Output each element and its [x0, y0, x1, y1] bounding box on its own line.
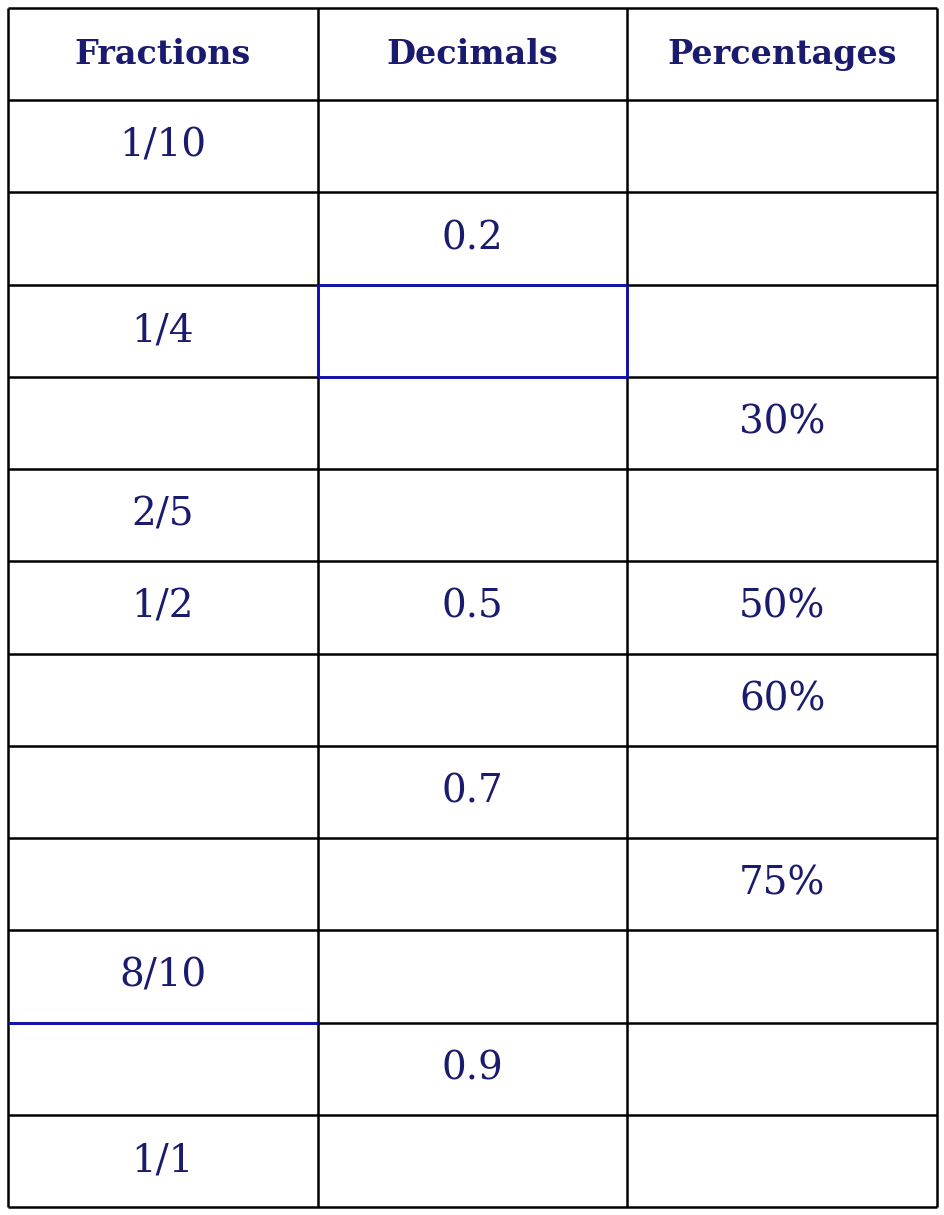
Text: 0.2: 0.2: [441, 220, 503, 258]
Text: 1/1: 1/1: [131, 1142, 194, 1180]
Text: 1/10: 1/10: [119, 128, 206, 165]
Text: Fractions: Fractions: [75, 38, 251, 70]
Text: 60%: 60%: [738, 682, 824, 718]
Text: Decimals: Decimals: [386, 38, 558, 70]
Text: 1/2: 1/2: [131, 589, 194, 626]
Text: 1/4: 1/4: [131, 312, 194, 349]
Text: 30%: 30%: [738, 405, 824, 441]
Text: 0.7: 0.7: [441, 774, 503, 810]
Text: 50%: 50%: [738, 589, 824, 626]
Text: 75%: 75%: [738, 866, 824, 903]
Text: Percentages: Percentages: [666, 38, 896, 70]
Text: 0.9: 0.9: [441, 1050, 503, 1087]
Text: 2/5: 2/5: [131, 497, 194, 533]
Text: 8/10: 8/10: [119, 957, 206, 995]
Text: 0.5: 0.5: [441, 589, 503, 626]
